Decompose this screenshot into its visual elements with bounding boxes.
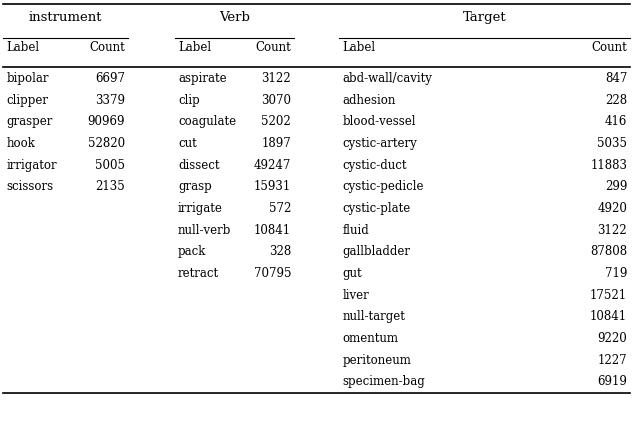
Text: Label: Label xyxy=(178,41,211,54)
Text: adhesion: adhesion xyxy=(342,94,396,107)
Text: 1897: 1897 xyxy=(262,137,291,150)
Text: scissors: scissors xyxy=(6,180,54,193)
Text: 9220: 9220 xyxy=(598,332,627,345)
Text: abd-wall/cavity: abd-wall/cavity xyxy=(342,72,432,85)
Text: coagulate: coagulate xyxy=(178,115,236,128)
Text: cut: cut xyxy=(178,137,196,150)
Text: 3122: 3122 xyxy=(262,72,291,85)
Text: grasper: grasper xyxy=(6,115,52,128)
Text: peritoneum: peritoneum xyxy=(342,354,412,366)
Text: 2135: 2135 xyxy=(95,180,125,193)
Text: clipper: clipper xyxy=(6,94,49,107)
Text: instrument: instrument xyxy=(29,11,102,24)
Text: 328: 328 xyxy=(269,245,291,258)
Text: fluid: fluid xyxy=(342,224,369,236)
Text: hook: hook xyxy=(6,137,35,150)
Text: clip: clip xyxy=(178,94,200,107)
Text: 5202: 5202 xyxy=(262,115,291,128)
Text: 70795: 70795 xyxy=(253,267,291,280)
Text: 719: 719 xyxy=(605,267,627,280)
Text: Verb: Verb xyxy=(219,11,250,24)
Text: 5005: 5005 xyxy=(95,159,125,171)
Text: cystic-duct: cystic-duct xyxy=(342,159,407,171)
Text: 6919: 6919 xyxy=(597,375,627,388)
Text: irrigator: irrigator xyxy=(6,159,57,171)
Text: cystic-pedicle: cystic-pedicle xyxy=(342,180,424,193)
Text: cystic-artery: cystic-artery xyxy=(342,137,417,150)
Text: aspirate: aspirate xyxy=(178,72,227,85)
Text: Count: Count xyxy=(89,41,125,54)
Text: 17521: 17521 xyxy=(590,289,627,301)
Text: Label: Label xyxy=(342,41,376,54)
Text: 52820: 52820 xyxy=(88,137,125,150)
Text: 10841: 10841 xyxy=(590,310,627,323)
Text: null-verb: null-verb xyxy=(178,224,231,236)
Text: specimen-bag: specimen-bag xyxy=(342,375,425,388)
Text: 572: 572 xyxy=(269,202,291,215)
Text: omentum: omentum xyxy=(342,332,398,345)
Text: 228: 228 xyxy=(605,94,627,107)
Text: Count: Count xyxy=(255,41,291,54)
Text: 4920: 4920 xyxy=(597,202,627,215)
Text: grasp: grasp xyxy=(178,180,212,193)
Text: 15931: 15931 xyxy=(254,180,291,193)
Text: Count: Count xyxy=(591,41,627,54)
Text: 49247: 49247 xyxy=(254,159,291,171)
Text: 5035: 5035 xyxy=(597,137,627,150)
Text: 3070: 3070 xyxy=(261,94,291,107)
Text: blood-vessel: blood-vessel xyxy=(342,115,416,128)
Text: gallbladder: gallbladder xyxy=(342,245,410,258)
Text: 6697: 6697 xyxy=(95,72,125,85)
Text: 416: 416 xyxy=(605,115,627,128)
Text: gut: gut xyxy=(342,267,362,280)
Text: dissect: dissect xyxy=(178,159,220,171)
Text: null-target: null-target xyxy=(342,310,405,323)
Text: 299: 299 xyxy=(605,180,627,193)
Text: cystic-plate: cystic-plate xyxy=(342,202,411,215)
Text: irrigate: irrigate xyxy=(178,202,223,215)
Text: 11883: 11883 xyxy=(590,159,627,171)
Text: 847: 847 xyxy=(605,72,627,85)
Text: 10841: 10841 xyxy=(254,224,291,236)
Text: 90969: 90969 xyxy=(87,115,125,128)
Text: 87808: 87808 xyxy=(590,245,627,258)
Text: liver: liver xyxy=(342,289,369,301)
Text: bipolar: bipolar xyxy=(6,72,49,85)
Text: 1227: 1227 xyxy=(598,354,627,366)
Text: retract: retract xyxy=(178,267,219,280)
Text: 3379: 3379 xyxy=(95,94,125,107)
Text: 3122: 3122 xyxy=(598,224,627,236)
Text: pack: pack xyxy=(178,245,206,258)
Text: Target: Target xyxy=(463,11,507,24)
Text: Label: Label xyxy=(6,41,40,54)
